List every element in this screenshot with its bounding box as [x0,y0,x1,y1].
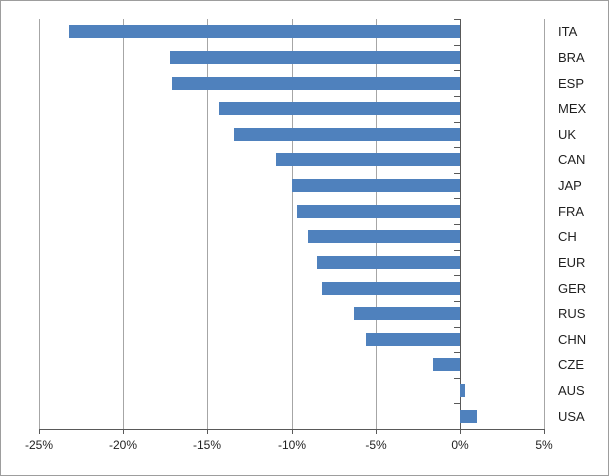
bar-jap [291,179,460,193]
category-label-cze: CZE [558,357,584,373]
bar-ch [308,230,460,244]
category-axis-tick [454,198,461,199]
value-axis-tick [544,429,545,434]
category-label-esp: ESP [558,75,585,91]
category-axis-tick [454,96,461,97]
x-tick-label: -5% [365,438,387,452]
x-gridline [375,19,377,429]
category-label-jap: JAP [558,178,582,194]
category-axis-tick [454,147,461,148]
x-gridline [544,19,545,429]
category-label-ger: GER [558,280,587,296]
bar-esp [171,76,460,90]
category-axis-tick [454,122,461,123]
bar-usa [459,409,477,423]
category-axis-tick [454,352,461,353]
value-axis-tick [207,429,208,434]
category-axis-tick [454,327,461,328]
category-axis-tick [454,275,461,276]
value-axis-tick [123,429,124,434]
x-gridline [291,19,293,429]
x-gridline [39,19,40,429]
bar-mex [219,102,460,116]
category-label-mex: MEX [558,101,587,117]
value-axis-tick [292,429,293,434]
category-axis-tick [454,403,461,404]
x-tick-label: -15% [192,438,222,452]
bar-rus [353,307,460,321]
bar-ger [321,281,460,295]
category-label-uk: UK [558,126,577,142]
category-label-eur: EUR [558,254,586,270]
bar-can [276,153,460,167]
category-label-bra: BRA [558,49,585,65]
x-gridline [123,19,125,429]
category-label-chn: CHN [558,331,587,347]
category-label-rus: RUS [558,306,586,322]
x-gridline [207,19,209,429]
category-label-fra: FRA [558,203,584,219]
category-axis-tick [454,224,461,225]
category-axis-tick [454,70,461,71]
x-tick-label: -25% [24,438,54,452]
bar-cze [432,358,460,372]
category-axis-tick [454,173,461,174]
bar-eur [316,255,460,269]
bar-bra [170,50,460,64]
x-tick-label: -20% [108,438,138,452]
x-tick-label: 5% [535,438,553,452]
category-axis-tick [454,45,461,46]
category-label-usa: USA [558,408,585,424]
bar-aus [459,384,465,398]
value-axis-line [39,429,544,430]
bar-chn [365,332,460,346]
category-label-can: CAN [558,152,586,168]
bar-fra [296,204,460,218]
bar-ita [69,25,460,39]
category-label-ch: CH [558,229,577,245]
category-axis-tick [454,19,461,20]
category-label-ita: ITA [558,24,578,40]
category-axis-tick [454,378,461,379]
bar-uk [234,127,460,141]
x-tick-label: 0% [451,438,469,452]
category-axis-tick [454,301,461,302]
category-axis-tick [454,250,461,251]
value-axis-tick [376,429,377,434]
x-tick-label: -10% [277,438,307,452]
value-axis-tick [460,429,461,434]
category-label-aus: AUS [558,383,585,399]
value-axis-tick [39,429,40,434]
